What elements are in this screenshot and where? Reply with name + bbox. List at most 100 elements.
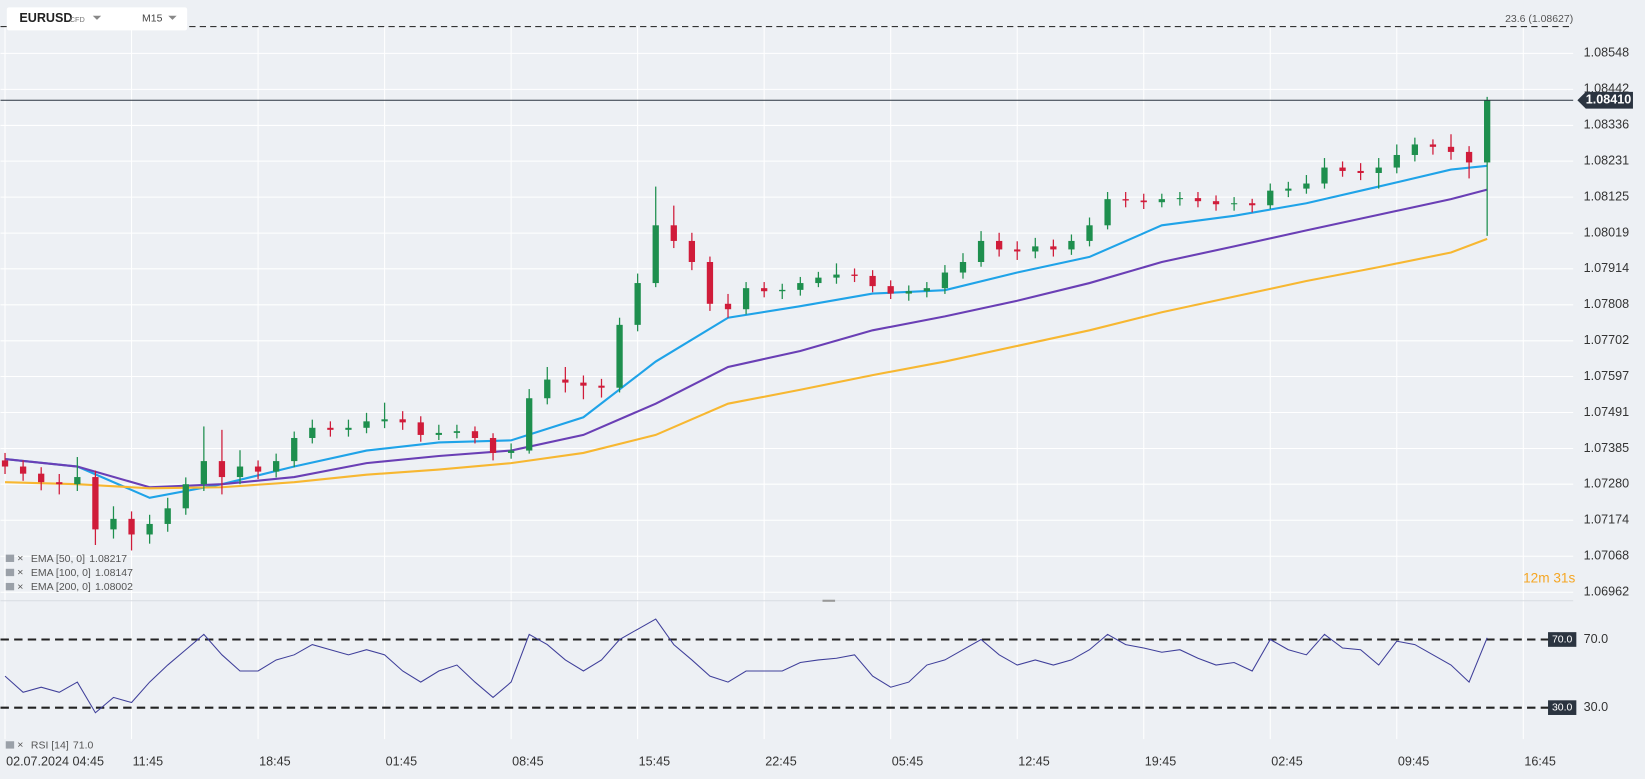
- candle-body: [779, 289, 786, 292]
- legend-close[interactable]: ×: [17, 554, 23, 565]
- candle-body: [1014, 249, 1021, 252]
- candle-body: [182, 484, 189, 509]
- candle-body: [1032, 246, 1039, 252]
- y-tick-label: 1.08548: [1584, 46, 1629, 60]
- legend-close[interactable]: ×: [17, 568, 23, 579]
- x-tick-label: 19:45: [1145, 755, 1176, 769]
- candle-body: [688, 240, 696, 262]
- symbol[interactable]: EURUSD: [19, 11, 72, 25]
- level-tag: [1548, 632, 1577, 647]
- y-tick-label: 1.07702: [1584, 333, 1629, 347]
- candle-body: [1122, 199, 1129, 201]
- candle-body: [128, 518, 135, 535]
- candle-body: [309, 427, 316, 438]
- level-tag-label: 30.0: [1552, 702, 1573, 713]
- y-tick-label: 1.07280: [1584, 477, 1629, 491]
- candle-body: [363, 421, 370, 428]
- legend-value: 1.08002: [95, 582, 133, 593]
- y-tick-label: 1.07491: [1584, 405, 1629, 419]
- x-tick-label: 05:45: [892, 755, 923, 769]
- x-tick-label: 22:45: [765, 755, 796, 769]
- countdown: 12m 31s: [1523, 570, 1575, 585]
- candle-body: [471, 431, 479, 438]
- candle-body: [1158, 199, 1165, 203]
- legend-entry[interactable]: EMA [200, 0] 1.08002: [31, 582, 133, 593]
- candle-body: [218, 461, 226, 478]
- timeframe[interactable]: M15: [142, 14, 163, 25]
- legend-entry[interactable]: RSI [14] 71.0: [31, 740, 94, 751]
- y-tick-label: 1.07068: [1584, 549, 1629, 563]
- level-tag-label: 70.0: [1552, 634, 1573, 645]
- candle-body: [92, 477, 99, 530]
- candle-body: [851, 274, 858, 276]
- x-tick-label: 08:45: [512, 755, 543, 769]
- y-tick-label: 1.08336: [1584, 118, 1629, 132]
- candle-body: [742, 288, 750, 310]
- x-tick-label: 18:45: [259, 755, 290, 769]
- legend-icon[interactable]: [5, 582, 15, 591]
- candle-body: [381, 419, 388, 422]
- candle-body: [959, 262, 967, 273]
- legend-close[interactable]: ×: [17, 582, 23, 593]
- legend-icon[interactable]: [5, 741, 15, 749]
- marks: [0, 26, 1574, 714]
- candle-body: [869, 275, 876, 287]
- candle-body: [164, 508, 171, 524]
- candle-body: [580, 382, 587, 386]
- labels: 02.07.2024 04:45 11:45 18:45 01:45 08:45 15:4…: [5, 14, 1633, 769]
- candle-body: [724, 303, 732, 310]
- candle-body: [1230, 203, 1238, 205]
- candle-body: [652, 225, 659, 284]
- x-tick-label: 15:45: [639, 755, 670, 769]
- candle-body: [38, 473, 45, 483]
- candle-body: [56, 482, 63, 485]
- candle-body: [1429, 144, 1437, 147]
- candle-body: [1484, 100, 1491, 163]
- candle-body: [453, 431, 461, 433]
- instrument-type: CFD: [70, 15, 85, 24]
- candle-body: [616, 324, 623, 388]
- candle-body: [507, 450, 515, 453]
- legend-icon[interactable]: [5, 554, 15, 562]
- y-tick-label: 1.07597: [1584, 369, 1629, 383]
- rsi-line: [4, 618, 1488, 714]
- legend-close[interactable]: ×: [17, 740, 23, 751]
- legend-value: 71.0: [73, 740, 94, 751]
- candle-body: [941, 272, 949, 289]
- candle-body: [1176, 198, 1184, 200]
- legend-icon[interactable]: [5, 568, 15, 577]
- candle-body: [273, 461, 280, 472]
- candle-body: [815, 277, 822, 284]
- level-tag: [1548, 700, 1577, 715]
- level-label: 23.6 (1.08627): [1505, 14, 1573, 25]
- candle-body: [327, 427, 334, 430]
- y-tick-label: 1.07174: [1584, 513, 1629, 527]
- y-tick-label: 1.07808: [1584, 297, 1629, 311]
- symbol-box[interactable]: EURUSD CFD M15: [6, 7, 188, 31]
- dropdown-arrow[interactable]: [92, 15, 102, 20]
- candle-body: [1140, 200, 1147, 203]
- dropdown-arrow[interactable]: [168, 15, 177, 20]
- candle-body: [1104, 199, 1111, 226]
- candle-body: [489, 437, 497, 453]
- y-tick-label: 1.08231: [1584, 153, 1629, 167]
- candle-body: [1303, 183, 1310, 189]
- legend-entry[interactable]: EMA [100, 0] 1.08147: [31, 568, 133, 579]
- legend-value: 1.08217: [89, 554, 127, 565]
- candle-body: [1339, 167, 1346, 171]
- candle-body: [526, 398, 533, 451]
- x-tick-label: 16:45: [1524, 755, 1555, 769]
- candle-body: [345, 427, 352, 430]
- legend-entry[interactable]: EMA [50, 0] 1.08217: [31, 554, 127, 565]
- candle-body: [1375, 167, 1382, 173]
- candle-body: [887, 286, 894, 294]
- candle-body: [110, 518, 117, 530]
- candle-body: [236, 466, 244, 478]
- x-tick-label: 12:45: [1018, 755, 1049, 769]
- candle-body: [1194, 198, 1202, 202]
- candle-body: [1267, 190, 1274, 206]
- x-tick-label: 11:45: [133, 755, 164, 769]
- candle-body: [833, 274, 840, 278]
